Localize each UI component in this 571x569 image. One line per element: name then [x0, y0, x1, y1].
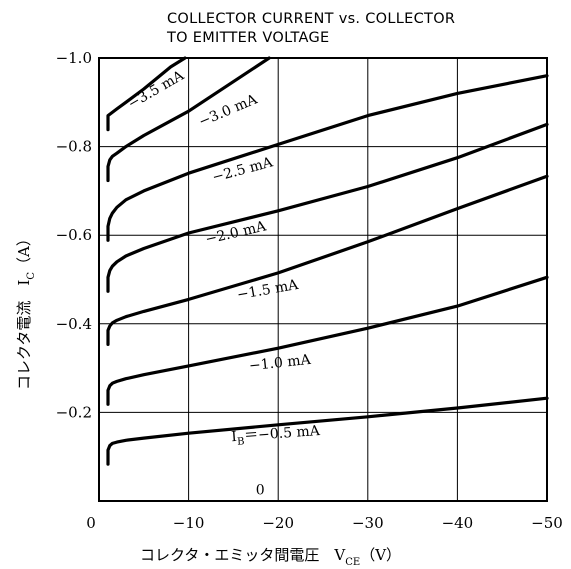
chart-title: COLLECTOR CURRENT vs. COLLECTOR TO EMITT…: [166, 11, 455, 46]
plot-frame: [98, 57, 548, 502]
y-axis-label-subscript: C: [26, 272, 37, 280]
x-tick-label: −50: [531, 514, 563, 532]
x-axis-label-subscript: CE: [345, 557, 360, 568]
x-tick-label: −40: [442, 514, 474, 532]
x-axis-label-main: コレクタ・エミッタ間電圧 V: [140, 546, 346, 564]
series-curve: [106, 122, 549, 293]
y-axis-label-main: コレクタ電流 I: [15, 280, 33, 390]
grid: [99, 58, 547, 501]
series-curve: [106, 174, 549, 346]
x-axis-ticks: 0 −10 −20 −30 −40 −50: [86, 514, 563, 532]
series-label: −1.5 mA: [236, 277, 301, 304]
series-label: IB＝−0.5 mA: [231, 423, 322, 448]
x-tick-label: 0: [86, 514, 96, 532]
x-tick-label: −10: [173, 514, 205, 532]
series-curve: [106, 74, 549, 242]
series-label: −2.5 mA: [211, 154, 276, 186]
y-axis-label-unit: （A）: [15, 231, 33, 272]
series-label: −3.5 mA: [125, 67, 187, 112]
y-tick-label: −0.6: [56, 226, 92, 244]
series-curve: [106, 56, 187, 132]
series-curves: [106, 56, 549, 466]
x-axis-label: コレクタ・エミッタ間電圧 VCE（V）: [140, 546, 401, 568]
series-label: −1.0 mA: [248, 352, 312, 374]
series-curve: [106, 56, 271, 183]
chart-title-line-2: TO EMITTER VOLTAGE: [166, 30, 330, 46]
series-label: −3.0 mA: [196, 91, 260, 130]
series-curve: [106, 275, 549, 406]
x-axis-label-unit: （V）: [360, 546, 401, 564]
y-tick-label: −0.8: [56, 138, 92, 156]
y-axis-label: コレクタ電流 IC（A）: [15, 231, 37, 390]
y-axis-ticks: −0.2 −0.4 −0.6 −0.8 −1.0: [56, 49, 92, 421]
series-labels: 0IB＝−0.5 mA−1.0 mA−1.5 mA−2.0 mA−2.5 mA−…: [125, 67, 321, 498]
series-label: 0: [256, 482, 265, 498]
series-curve: [106, 396, 549, 466]
y-tick-label: −0.2: [56, 403, 92, 421]
y-tick-label: −0.4: [56, 315, 92, 333]
x-tick-label: −20: [262, 514, 294, 532]
chart-title-line-1: COLLECTOR CURRENT vs. COLLECTOR: [167, 11, 455, 27]
x-tick-label: −30: [352, 514, 384, 532]
y-tick-label: −1.0: [56, 49, 92, 67]
